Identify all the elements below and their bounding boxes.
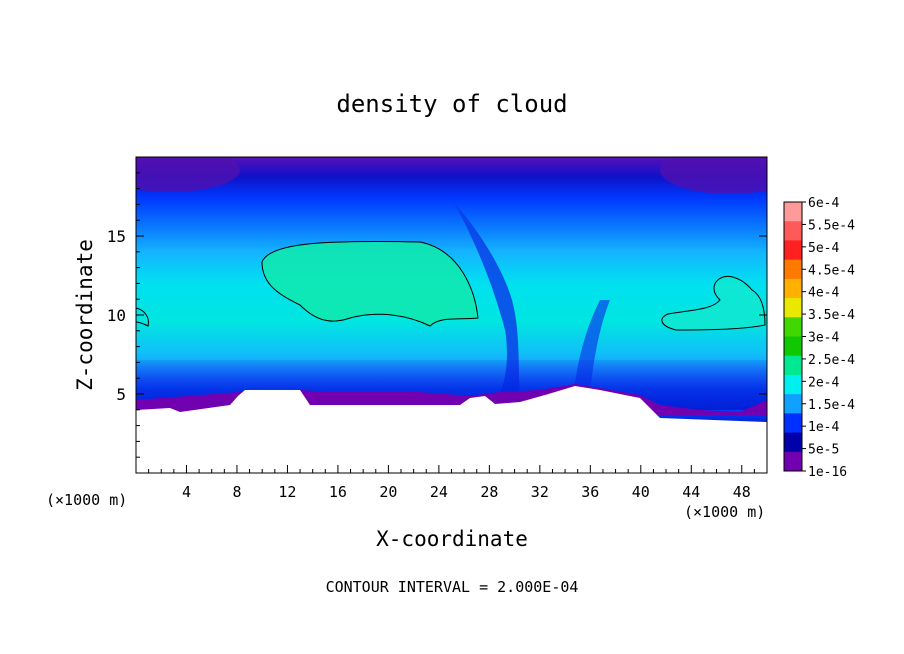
colorbar-swatch — [784, 259, 802, 280]
colorbar-swatch — [784, 202, 802, 222]
x-tick-label: 36 — [581, 483, 599, 501]
colorbar-label: 1e-4 — [808, 420, 839, 435]
colorbar-swatch — [784, 451, 802, 472]
footer-contour-interval: CONTOUR INTERVAL = 2.000E-04 — [326, 578, 579, 596]
x-tick-label: 48 — [733, 483, 751, 501]
colorbar-label: 1.5e-4 — [808, 398, 855, 413]
x-tick-label: 28 — [480, 483, 498, 501]
top-left-dark-region — [136, 157, 240, 192]
colorbar-swatch — [784, 317, 802, 337]
x-tick-label: 40 — [632, 483, 650, 501]
y-axis-label: Z-coordinate — [73, 239, 97, 391]
contour-line-right — [661, 275, 766, 331]
colorbar-label: 4.5e-4 — [808, 263, 855, 278]
colorbar-swatch — [784, 278, 802, 299]
colorbar-swatch — [784, 394, 802, 414]
x-unit-label-left: (×1000 m) — [46, 491, 127, 509]
colorbar-label: 2e-4 — [808, 375, 839, 390]
colorbar-swatch — [784, 374, 802, 395]
contour-line-left — [261, 240, 479, 327]
colorbar-label: 1e-16 — [808, 465, 847, 480]
x-axis-label: X-coordinate — [376, 527, 528, 551]
y-tick-label: 10 — [107, 306, 126, 325]
x-tick-label: 16 — [329, 483, 347, 501]
cloud-region-left — [262, 241, 478, 326]
chart-title: density of cloud — [336, 90, 567, 118]
y-tick-label: 5 — [116, 385, 126, 404]
x-tick-label: 8 — [232, 483, 241, 501]
colorbar: 6e-4 5.5e-4 5e-4 4.5e-4 4e-4 3.5e-4 3e-4 2.5e-4… — [783, 196, 855, 480]
colorbar-swatch — [784, 355, 802, 376]
colorbar-swatch — [784, 336, 802, 357]
colorbar-swatch — [784, 221, 802, 241]
colorbar-label: 5.5e-4 — [808, 218, 855, 233]
colorbar-label: 5e-5 — [808, 443, 839, 458]
colorbar-swatch — [784, 298, 802, 318]
plot-area — [136, 157, 767, 473]
cloud-region-right — [661, 276, 765, 330]
x-tick-label: 24 — [430, 483, 448, 501]
x-axis: 4 8 12 16 20 24 28 32 36 40 44 48 — [148, 465, 755, 501]
x-unit-label-right: (×1000 m) — [684, 503, 765, 521]
x-tick-label: 12 — [278, 483, 296, 501]
y-tick-label: 15 — [107, 227, 126, 246]
colorbar-label: 5e-4 — [808, 241, 839, 256]
x-tick-label: 20 — [379, 483, 397, 501]
colorbar-swatch — [784, 432, 802, 453]
x-tick-label: 44 — [682, 483, 700, 501]
top-right-dark-region — [660, 157, 767, 194]
y-axis: 5 10 15 — [107, 172, 767, 458]
colorbar-swatch — [784, 240, 802, 261]
colorbar-label: 4e-4 — [808, 286, 839, 301]
colorbar-label: 3.5e-4 — [808, 308, 855, 323]
terrain-white — [136, 386, 767, 473]
x-tick-label: 32 — [531, 483, 549, 501]
x-tick-label: 4 — [182, 483, 191, 501]
colorbar-label: 6e-4 — [808, 196, 839, 211]
colorbar-label: 3e-4 — [808, 331, 839, 346]
colorbar-label: 2.5e-4 — [808, 353, 855, 368]
colorbar-swatch — [784, 413, 802, 434]
contour-line-edge — [136, 307, 149, 327]
